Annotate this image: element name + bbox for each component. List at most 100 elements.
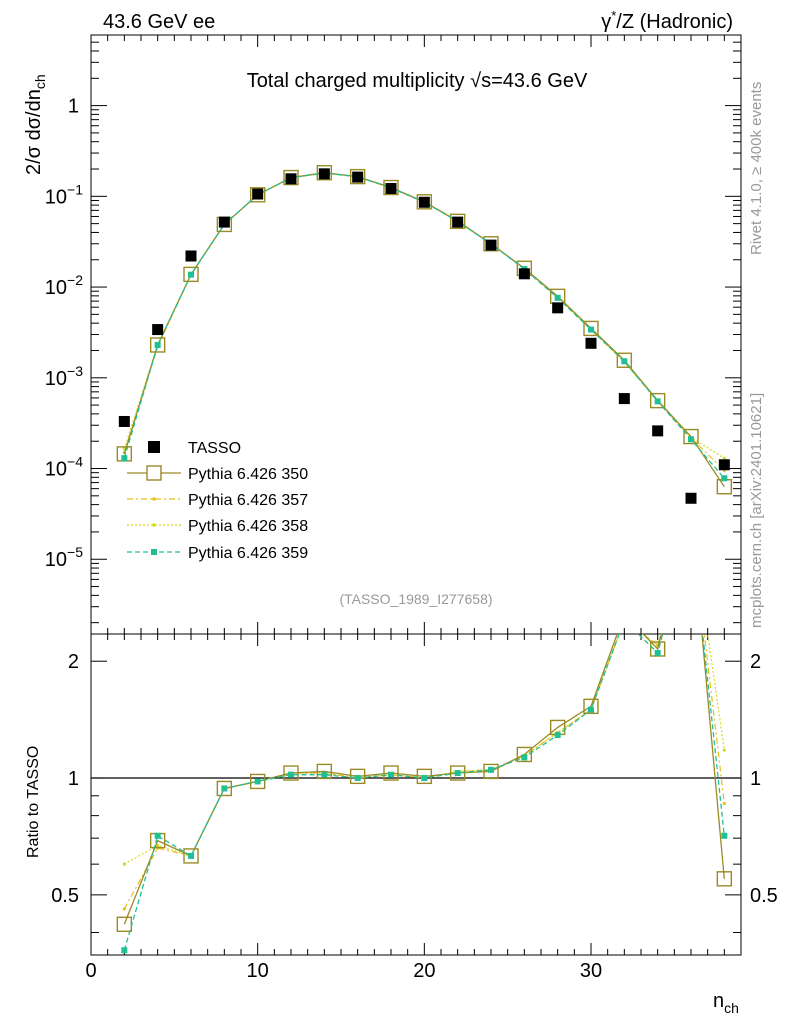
top-p358-marker (722, 456, 726, 460)
ratio-p350-marker (183, 848, 199, 864)
y-tick-label: 10−3 (45, 363, 83, 390)
top-p350-marker (449, 213, 466, 230)
ratio-y-axis-label: Ratio to TASSO (25, 746, 42, 858)
top-p350-marker (349, 168, 366, 185)
x-tick-label: 10 (247, 960, 269, 982)
legend-label-p358: Pythia 6.426 358 (188, 518, 308, 535)
legend-marker-p359 (151, 549, 157, 555)
x-tick-label: 20 (413, 960, 435, 982)
y-tick-label-right: 0.5 (750, 885, 778, 907)
top-p359-marker (188, 271, 194, 278)
tasso-data-point (518, 268, 530, 280)
header-process-label: γ*/Z (Hadronic) (601, 8, 733, 33)
ratio-p357-line (123, 634, 725, 910)
ratio-p350-marker (449, 765, 466, 781)
tasso-data-point (152, 324, 164, 336)
ratio-panel-frame (90, 633, 742, 956)
y-tick-label: 0.5 (51, 885, 79, 907)
tasso-data-point (418, 196, 430, 208)
top-p350-marker (483, 236, 499, 252)
top-p359-marker (588, 326, 594, 333)
tasso-data-point (685, 492, 697, 504)
ratio-p359-marker (654, 649, 661, 656)
ratio-p350-marker (649, 641, 666, 657)
tasso-data-point (385, 182, 397, 194)
ratio-p357-marker (122, 907, 126, 911)
ratio-panel: Ratio to TASSO nch 0 10 20 30 0.5 0.5 1 1 2 2 (25, 507, 778, 1016)
y-tick-label-right: 2 (750, 651, 761, 673)
legend-marker-tasso (148, 441, 160, 453)
ratio-p359-marker (221, 785, 228, 792)
top-p350-marker (383, 179, 399, 196)
ratio-p350-marker (583, 698, 599, 715)
main-y-axis-label: 2/σ dσ/dnch (23, 74, 48, 175)
ratio-p359-marker (321, 771, 328, 778)
tasso-data-point (618, 393, 630, 405)
top-p350-marker (649, 392, 666, 409)
x-tick-label: 30 (580, 960, 602, 982)
top-p359-line (123, 172, 725, 479)
legend: TASSO Pythia 6.426 350 Pythia 6.426 357 Pyt… (127, 440, 308, 562)
x-tick-label: 0 (85, 960, 96, 982)
legend-label-p359: Pythia 6.426 359 (188, 545, 308, 562)
top-p350-marker (249, 187, 266, 203)
top-p359-marker (654, 398, 661, 405)
y-tick-label: 10−2 (45, 272, 83, 299)
ratio-p359-marker (388, 771, 394, 778)
top-p350-marker (149, 337, 166, 353)
tasso-data-point (452, 216, 464, 228)
ratio-p357-marker (689, 519, 692, 522)
top-p359-marker (621, 358, 628, 365)
legend-label-data: TASSO (188, 440, 241, 457)
ratio-p350-marker (483, 763, 499, 780)
ratio-p350-marker (216, 780, 233, 797)
top-p359-marker (154, 341, 161, 348)
ratio-p350-marker (516, 746, 533, 763)
top-p359-marker (721, 475, 728, 482)
tasso-data-point (252, 188, 264, 200)
ratio-p350-marker (684, 507, 698, 521)
analysis-watermark: (TASSO_1989_I277658) (339, 591, 492, 607)
y-tick-label-right: 1 (750, 768, 761, 790)
ratio-p358-marker (623, 619, 626, 622)
ratio-p350-marker (383, 765, 399, 781)
tasso-data-point (552, 302, 564, 314)
legend-label-p350: Pythia 6.426 350 (188, 466, 308, 483)
top-p350-marker (183, 266, 199, 283)
ratio-p359-marker (554, 732, 561, 739)
ratio-p350-marker (617, 607, 631, 621)
ratio-p359-marker (721, 832, 728, 839)
ratio-p357-marker (623, 619, 626, 622)
main-panel: Total charged multiplicity √s=43.6 GeV (… (23, 34, 742, 635)
ratio-p358-marker (689, 516, 692, 519)
ratio-p350-marker (283, 765, 299, 781)
top-p357-line (123, 172, 725, 471)
ratio-p358-line (124, 634, 725, 865)
ratio-p359-marker (288, 771, 294, 778)
top-p359-marker (688, 436, 694, 443)
y-tick-label: 10−1 (45, 181, 83, 208)
legend-marker-p358 (152, 523, 156, 527)
ratio-p358-marker (122, 862, 126, 866)
y-tick-label: 1 (68, 96, 79, 118)
x-axis-label: nch (713, 990, 739, 1016)
rivet-version-label: Rivet 4.1.0, ≥ 400k events (748, 82, 765, 255)
tasso-data-point (118, 415, 130, 427)
top-p350-marker (583, 320, 599, 337)
ratio-p359-marker (121, 947, 128, 954)
tasso-data-point (285, 173, 297, 185)
ratio-p359-marker (154, 832, 161, 839)
top-p359-marker (121, 455, 128, 462)
ratio-p358-marker (722, 748, 726, 752)
mcplots-label: mcplots.cern.ch [arXiv:2401.10621] (748, 393, 765, 628)
top-p350-marker (283, 169, 299, 186)
ratio-p359-marker (688, 521, 694, 527)
legend-marker-p350 (146, 465, 162, 481)
ratio-p350-marker (249, 773, 266, 790)
tasso-data-point (185, 250, 197, 262)
ratio-p350-marker (349, 768, 366, 785)
main-axes: 1 10−1 10−2 10−3 10−4 10−5 (45, 34, 742, 634)
ratio-p359-marker (421, 775, 428, 782)
legend-label-p357: Pythia 6.426 357 (188, 492, 308, 509)
tasso-data-point (718, 459, 730, 471)
